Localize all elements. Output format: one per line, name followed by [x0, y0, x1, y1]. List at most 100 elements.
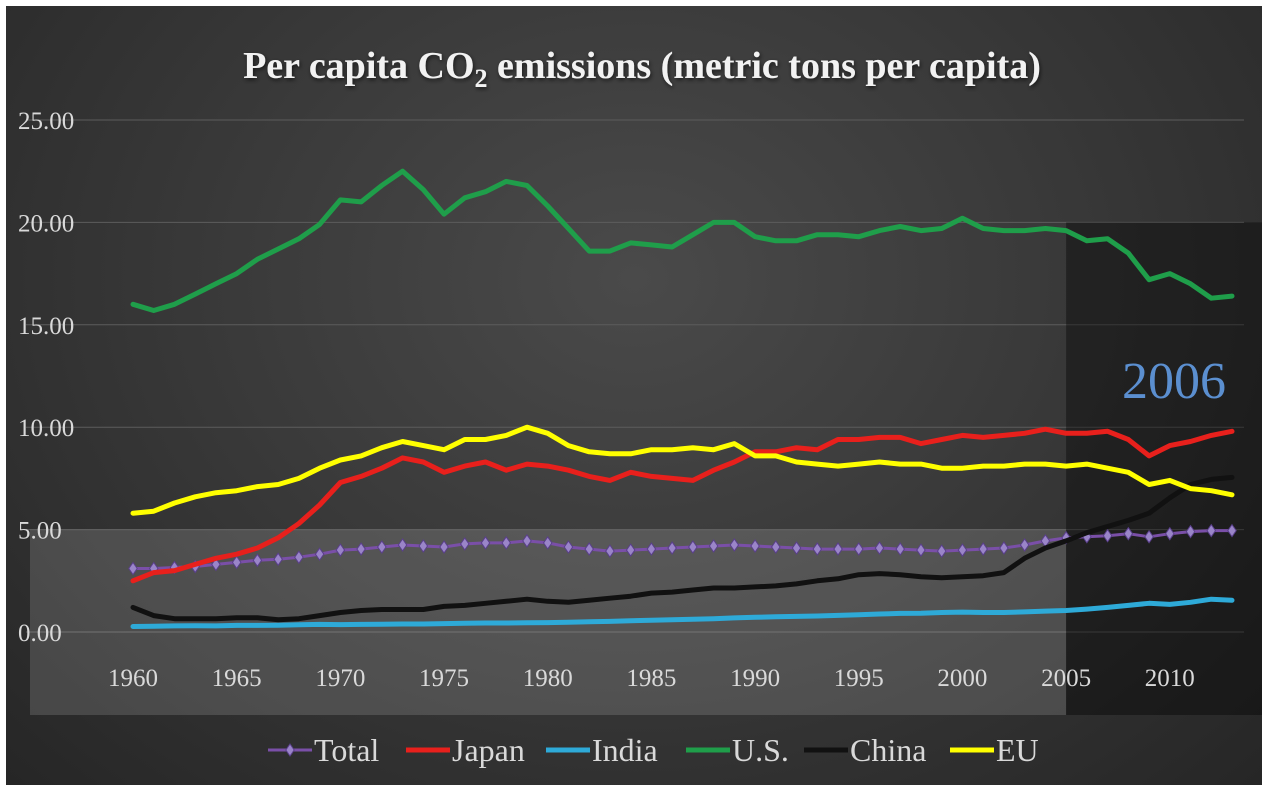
y-axis-tick-labels: 0.00 5.00 10.00 15.00 20.00 25.00	[18, 108, 74, 647]
grid-layer	[26, 119, 1244, 633]
series-u-s	[130, 168, 1235, 313]
data-point-total	[625, 543, 636, 557]
data-point-total	[439, 540, 449, 554]
series-total	[128, 523, 1237, 576]
data-point-total	[729, 538, 740, 552]
series-india	[130, 596, 1235, 629]
data-point-total	[480, 536, 491, 550]
series-japan	[130, 426, 1235, 584]
x-tick-label: 2005	[1041, 665, 1091, 692]
data-point-total	[418, 539, 429, 553]
data-point-total	[584, 542, 594, 556]
chart-title-main: Per capita CO	[243, 45, 474, 87]
data-point-total	[1185, 524, 1196, 539]
data-point-total	[957, 543, 968, 557]
data-point-total	[978, 542, 988, 556]
highlight-layer	[30, 222, 1262, 715]
legend-item-eu: EU	[950, 732, 1039, 768]
data-point-total	[853, 542, 864, 556]
data-point-total	[563, 540, 574, 554]
data-point-total	[231, 555, 242, 570]
data-point-total	[542, 536, 553, 550]
data-point-total	[1102, 528, 1113, 543]
legend-item-india: India	[546, 732, 658, 768]
data-point-total	[128, 561, 138, 576]
data-point-total	[252, 553, 263, 568]
data-point-total	[833, 542, 843, 556]
x-tick-label: 1985	[626, 665, 676, 692]
legend-label: U.S.	[732, 732, 789, 768]
chart-title-rest: emissions (metric tons per capita)	[488, 45, 1041, 87]
data-point-total	[936, 544, 947, 558]
legend-marker	[285, 743, 295, 757]
x-axis-tick-labels: 1960 1965 1970 1975 1980 1985 1990 1995 2000 2005…	[108, 665, 1195, 692]
legend-item-u-s: U.S.	[686, 732, 789, 768]
data-point-total	[708, 539, 719, 553]
legend-item-japan: Japan	[406, 732, 525, 768]
series-china	[130, 474, 1235, 623]
legend-label: EU	[996, 732, 1039, 768]
data-point-total	[1227, 523, 1237, 538]
legend-label: Total	[314, 732, 379, 768]
data-point-total	[874, 541, 885, 555]
chart-title-subscript: 2	[475, 64, 488, 93]
data-point-total	[916, 543, 926, 557]
legend: Total Japan India U.S. China EU	[268, 732, 1039, 768]
data-point-total	[356, 542, 366, 556]
data-point-total	[377, 540, 387, 554]
data-point-total	[273, 552, 283, 567]
x-tick-label: 1975	[419, 665, 469, 692]
data-point-total	[771, 540, 781, 554]
x-tick-label: 1980	[523, 665, 573, 692]
chart-title: Per capita CO2 emissions (metric tons pe…	[243, 45, 1041, 93]
y-tick-label: 10.00	[18, 415, 74, 442]
y-tick-label: 25.00	[18, 108, 74, 135]
y-tick-label: 15.00	[18, 313, 74, 340]
x-tick-label: 1960	[108, 665, 158, 692]
data-point-total	[750, 539, 760, 553]
data-point-total	[1144, 529, 1154, 544]
x-tick-label: 1970	[315, 665, 365, 692]
data-point-total	[335, 543, 346, 557]
x-tick-label: 1995	[834, 665, 884, 692]
data-point-total	[895, 542, 906, 556]
legend-item-china: China	[804, 732, 926, 768]
data-point-total	[294, 550, 304, 565]
data-point-total	[791, 541, 802, 555]
legend-label: India	[592, 732, 658, 768]
series-line-eu	[130, 424, 1235, 516]
legend-label: China	[850, 732, 926, 768]
x-tick-label: 2010	[1145, 665, 1195, 692]
data-point-total	[667, 541, 677, 555]
data-point-total	[1019, 538, 1030, 552]
legend-label: Japan	[452, 732, 525, 768]
y-tick-label: 5.00	[18, 518, 62, 545]
series-eu	[130, 424, 1235, 516]
data-point-total	[459, 537, 470, 551]
y-tick-label: 20.00	[18, 210, 74, 237]
data-point-total	[688, 540, 698, 554]
series-line-china	[130, 474, 1235, 623]
legend-item-total: Total	[268, 732, 379, 768]
x-tick-label: 1990	[730, 665, 780, 692]
data-point-total	[1164, 526, 1175, 541]
series-layer	[128, 168, 1237, 629]
data-point-total	[522, 533, 532, 548]
data-point-total	[812, 542, 823, 556]
data-point-total	[501, 536, 512, 550]
chart-frame: Per capita CO2 emissions (metric tons pe…	[6, 6, 1262, 785]
data-point-total	[1206, 523, 1217, 538]
series-line-india	[130, 596, 1235, 629]
data-point-total	[999, 541, 1009, 555]
year-annotation: 2006	[1122, 353, 1226, 410]
chart-svg: Per capita CO2 emissions (metric tons pe…	[18, 45, 1262, 768]
data-point-total	[1123, 526, 1134, 541]
x-tick-label: 2000	[937, 665, 987, 692]
data-point-total	[397, 538, 408, 552]
data-point-total	[314, 547, 325, 562]
y-tick-label: 0.00	[18, 620, 62, 647]
data-point-total	[605, 544, 615, 558]
series-line-japan	[130, 426, 1235, 584]
data-point-total	[646, 542, 657, 556]
series-line-u-s	[130, 168, 1235, 313]
